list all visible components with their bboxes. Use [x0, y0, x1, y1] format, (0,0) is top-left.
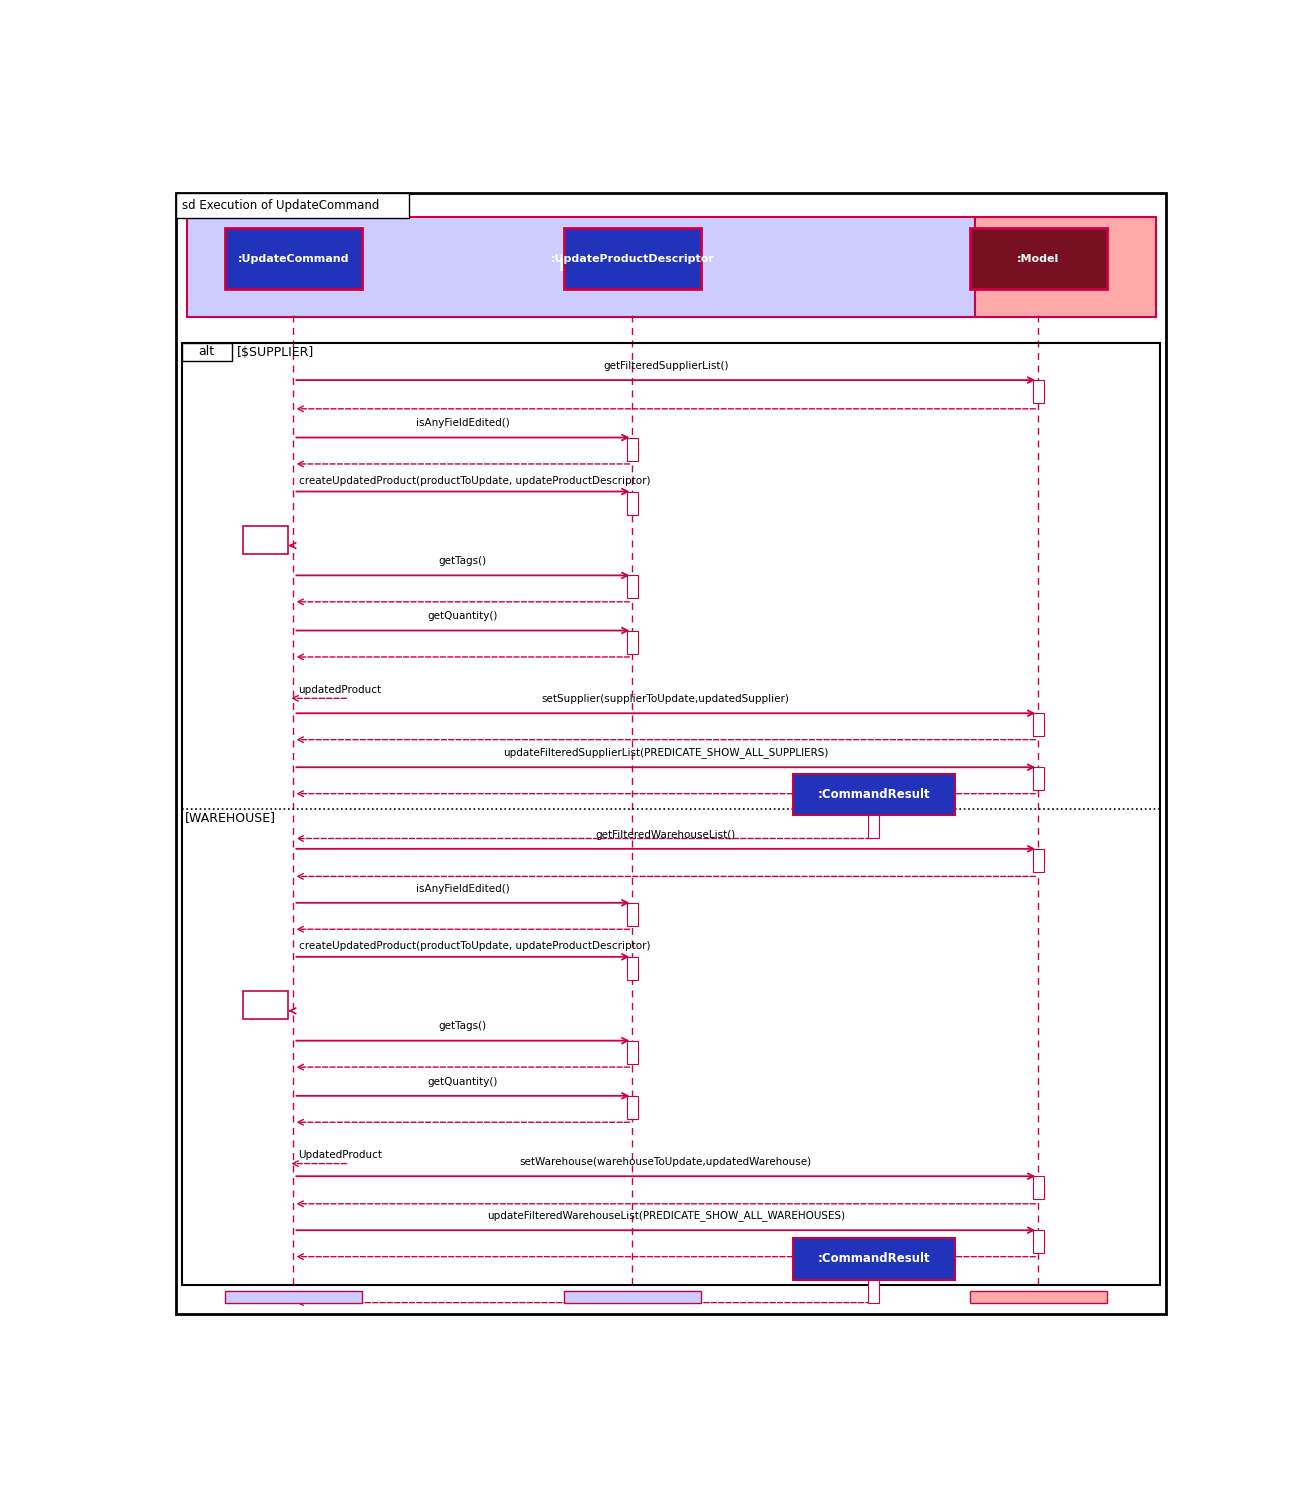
Bar [564, 1291, 700, 1303]
Bar [242, 527, 288, 554]
Bar [793, 774, 956, 816]
Bar [564, 228, 700, 289]
Bar [627, 956, 637, 980]
Text: createUpdatedProduct(productToUpdate, updateProductDescriptor): createUpdatedProduct(productToUpdate, up… [298, 941, 651, 950]
Bar [225, 1291, 363, 1303]
Text: Model: Model [1039, 260, 1092, 275]
Text: isAnyFieldEdited(): isAnyFieldEdited() [416, 418, 509, 428]
Text: Logic: Logic [559, 260, 603, 275]
Text: alt: alt [199, 346, 215, 358]
Bar [627, 491, 637, 515]
Text: :Model: :Model [1017, 254, 1059, 264]
Bar [182, 343, 1160, 1286]
Bar [970, 228, 1106, 289]
Text: getQuantity(): getQuantity() [428, 1077, 499, 1086]
Text: getFilteredSupplierList(): getFilteredSupplierList() [603, 361, 729, 372]
Bar [627, 1041, 637, 1064]
Bar [970, 1291, 1106, 1303]
Bar [1033, 849, 1043, 871]
Bar [1033, 380, 1043, 403]
Text: updateFilteredSupplierList(PREDICATE_SHOW_ALL_SUPPLIERS): updateFilteredSupplierList(PREDICATE_SHO… [503, 747, 829, 758]
Text: :UpdateProductDescriptor: :UpdateProductDescriptor [550, 254, 715, 264]
Bar [242, 992, 288, 1019]
Bar [187, 216, 975, 316]
Text: :CommandResult: :CommandResult [817, 1252, 931, 1265]
Text: setWarehouse(warehouseToUpdate,updatedWarehouse): setWarehouse(warehouseToUpdate,updatedWa… [520, 1156, 812, 1167]
Text: getTags(): getTags() [439, 1022, 487, 1031]
Bar [627, 437, 637, 461]
Text: getFilteredWarehouseList(): getFilteredWarehouseList() [596, 830, 736, 840]
Text: isAnyFieldEdited(): isAnyFieldEdited() [416, 883, 509, 894]
Text: updatedProduct: updatedProduct [298, 685, 382, 695]
Bar [1033, 1231, 1043, 1253]
Text: createUpdatedProduct(productToUpdate, updateProductDescriptor): createUpdatedProduct(productToUpdate, up… [298, 476, 651, 486]
Text: :CommandResult: :CommandResult [817, 788, 931, 801]
Text: :UpdateCommand: :UpdateCommand [238, 254, 350, 264]
Bar [1033, 713, 1043, 736]
Text: getQuantity(): getQuantity() [428, 612, 499, 621]
Text: sd Execution of UpdateCommand: sd Execution of UpdateCommand [182, 198, 380, 212]
Bar [225, 228, 363, 289]
Bar [975, 216, 1156, 316]
Bar [175, 192, 410, 218]
Text: [$SUPPLIER]: [$SUPPLIER] [237, 346, 314, 360]
Bar [182, 343, 232, 361]
Bar [627, 903, 637, 925]
Bar [627, 1095, 637, 1119]
Bar [627, 576, 637, 598]
Bar [1033, 767, 1043, 791]
Text: setSupplier(supplierToUpdate,updatedSupplier): setSupplier(supplierToUpdate,updatedSupp… [542, 694, 789, 704]
Bar [627, 631, 637, 653]
Text: [WAREHOUSE]: [WAREHOUSE] [185, 812, 276, 824]
Text: updateFilteredWarehouseList(PREDICATE_SHOW_ALL_WAREHOUSES): updateFilteredWarehouseList(PREDICATE_SH… [487, 1210, 844, 1220]
Text: UpdatedProduct: UpdatedProduct [298, 1150, 382, 1159]
Bar [868, 1280, 880, 1303]
Bar [793, 1238, 956, 1280]
Bar [1033, 1176, 1043, 1200]
Text: getTags(): getTags() [439, 557, 487, 565]
Bar [868, 816, 880, 839]
